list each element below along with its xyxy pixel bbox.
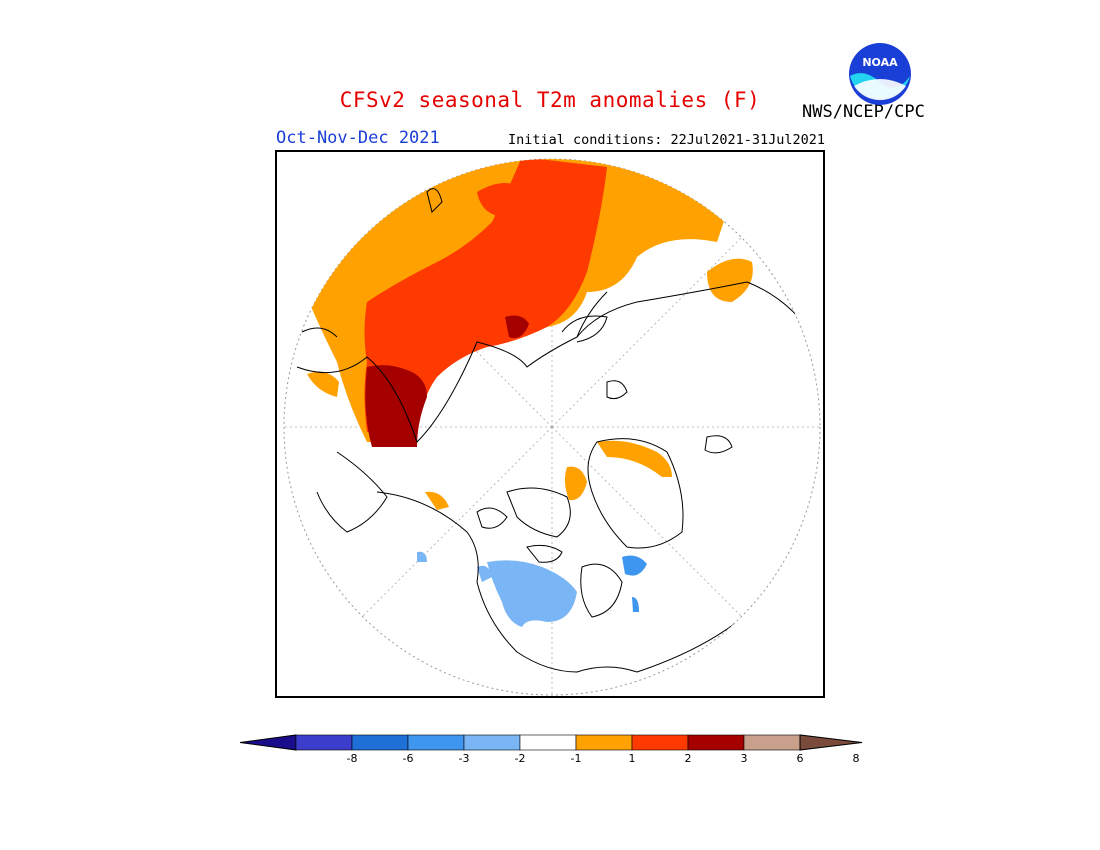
map-title: CFSv2 seasonal T2m anomalies (F) — [339, 88, 761, 112]
legend-swatch — [687, 734, 745, 751]
anomaly-region-blue — [632, 597, 639, 612]
legend-swatch — [407, 734, 465, 751]
color-legend — [238, 730, 864, 770]
anomaly-region-orange — [707, 258, 753, 302]
anomaly-region-orange — [307, 371, 339, 397]
anomaly-region-red — [477, 183, 523, 217]
legend-arrow-low — [239, 734, 297, 751]
anomaly-region-lightblue — [487, 560, 577, 627]
legend-swatch — [295, 734, 353, 751]
anomaly-region-red — [364, 159, 607, 432]
legend-tick-label: 2 — [684, 752, 692, 765]
legend-tick-label: -8 — [346, 752, 358, 765]
legend-arrow-high — [799, 734, 863, 751]
anomaly-region-blue — [622, 555, 647, 576]
legend-tick-label: -3 — [458, 752, 470, 765]
anomaly-region-lightblue — [417, 551, 427, 562]
legend-swatch — [351, 734, 409, 751]
legend-swatch — [575, 734, 633, 751]
legend-tick-label: 1 — [628, 752, 636, 765]
anomaly-region-orange — [564, 466, 587, 501]
polar-map — [275, 150, 825, 698]
anomaly-region-darkred — [505, 315, 529, 339]
legend-tick-label: -2 — [514, 752, 526, 765]
legend-tick-label: 6 — [796, 752, 804, 765]
legend-swatch — [631, 734, 689, 751]
legend-swatch — [463, 734, 521, 751]
legend-tick-label: 3 — [740, 752, 748, 765]
noaa-logo-text: NOAA — [862, 56, 898, 69]
season-label: Oct-Nov-Dec 2021 — [276, 128, 440, 148]
legend-swatch — [743, 734, 801, 751]
anomaly-region-orange — [425, 491, 449, 510]
initial-conditions-label: Initial conditions: 22Jul2021-31Jul2021 — [508, 132, 825, 148]
legend-tick-label: -1 — [570, 752, 582, 765]
hemisphere-boundary — [283, 158, 821, 696]
anomaly-region-darkred — [365, 365, 427, 447]
legend-tick-label: 8 — [852, 752, 860, 765]
coastlines — [296, 188, 820, 673]
anomaly-region-lightblue — [477, 565, 492, 582]
anomaly-region-orange — [597, 440, 672, 477]
agency-label: NWS/NCEP/CPC — [802, 102, 925, 122]
legend-tick-label: -6 — [402, 752, 414, 765]
noaa-logo: NOAA — [848, 42, 912, 106]
legend-swatch — [519, 734, 577, 751]
